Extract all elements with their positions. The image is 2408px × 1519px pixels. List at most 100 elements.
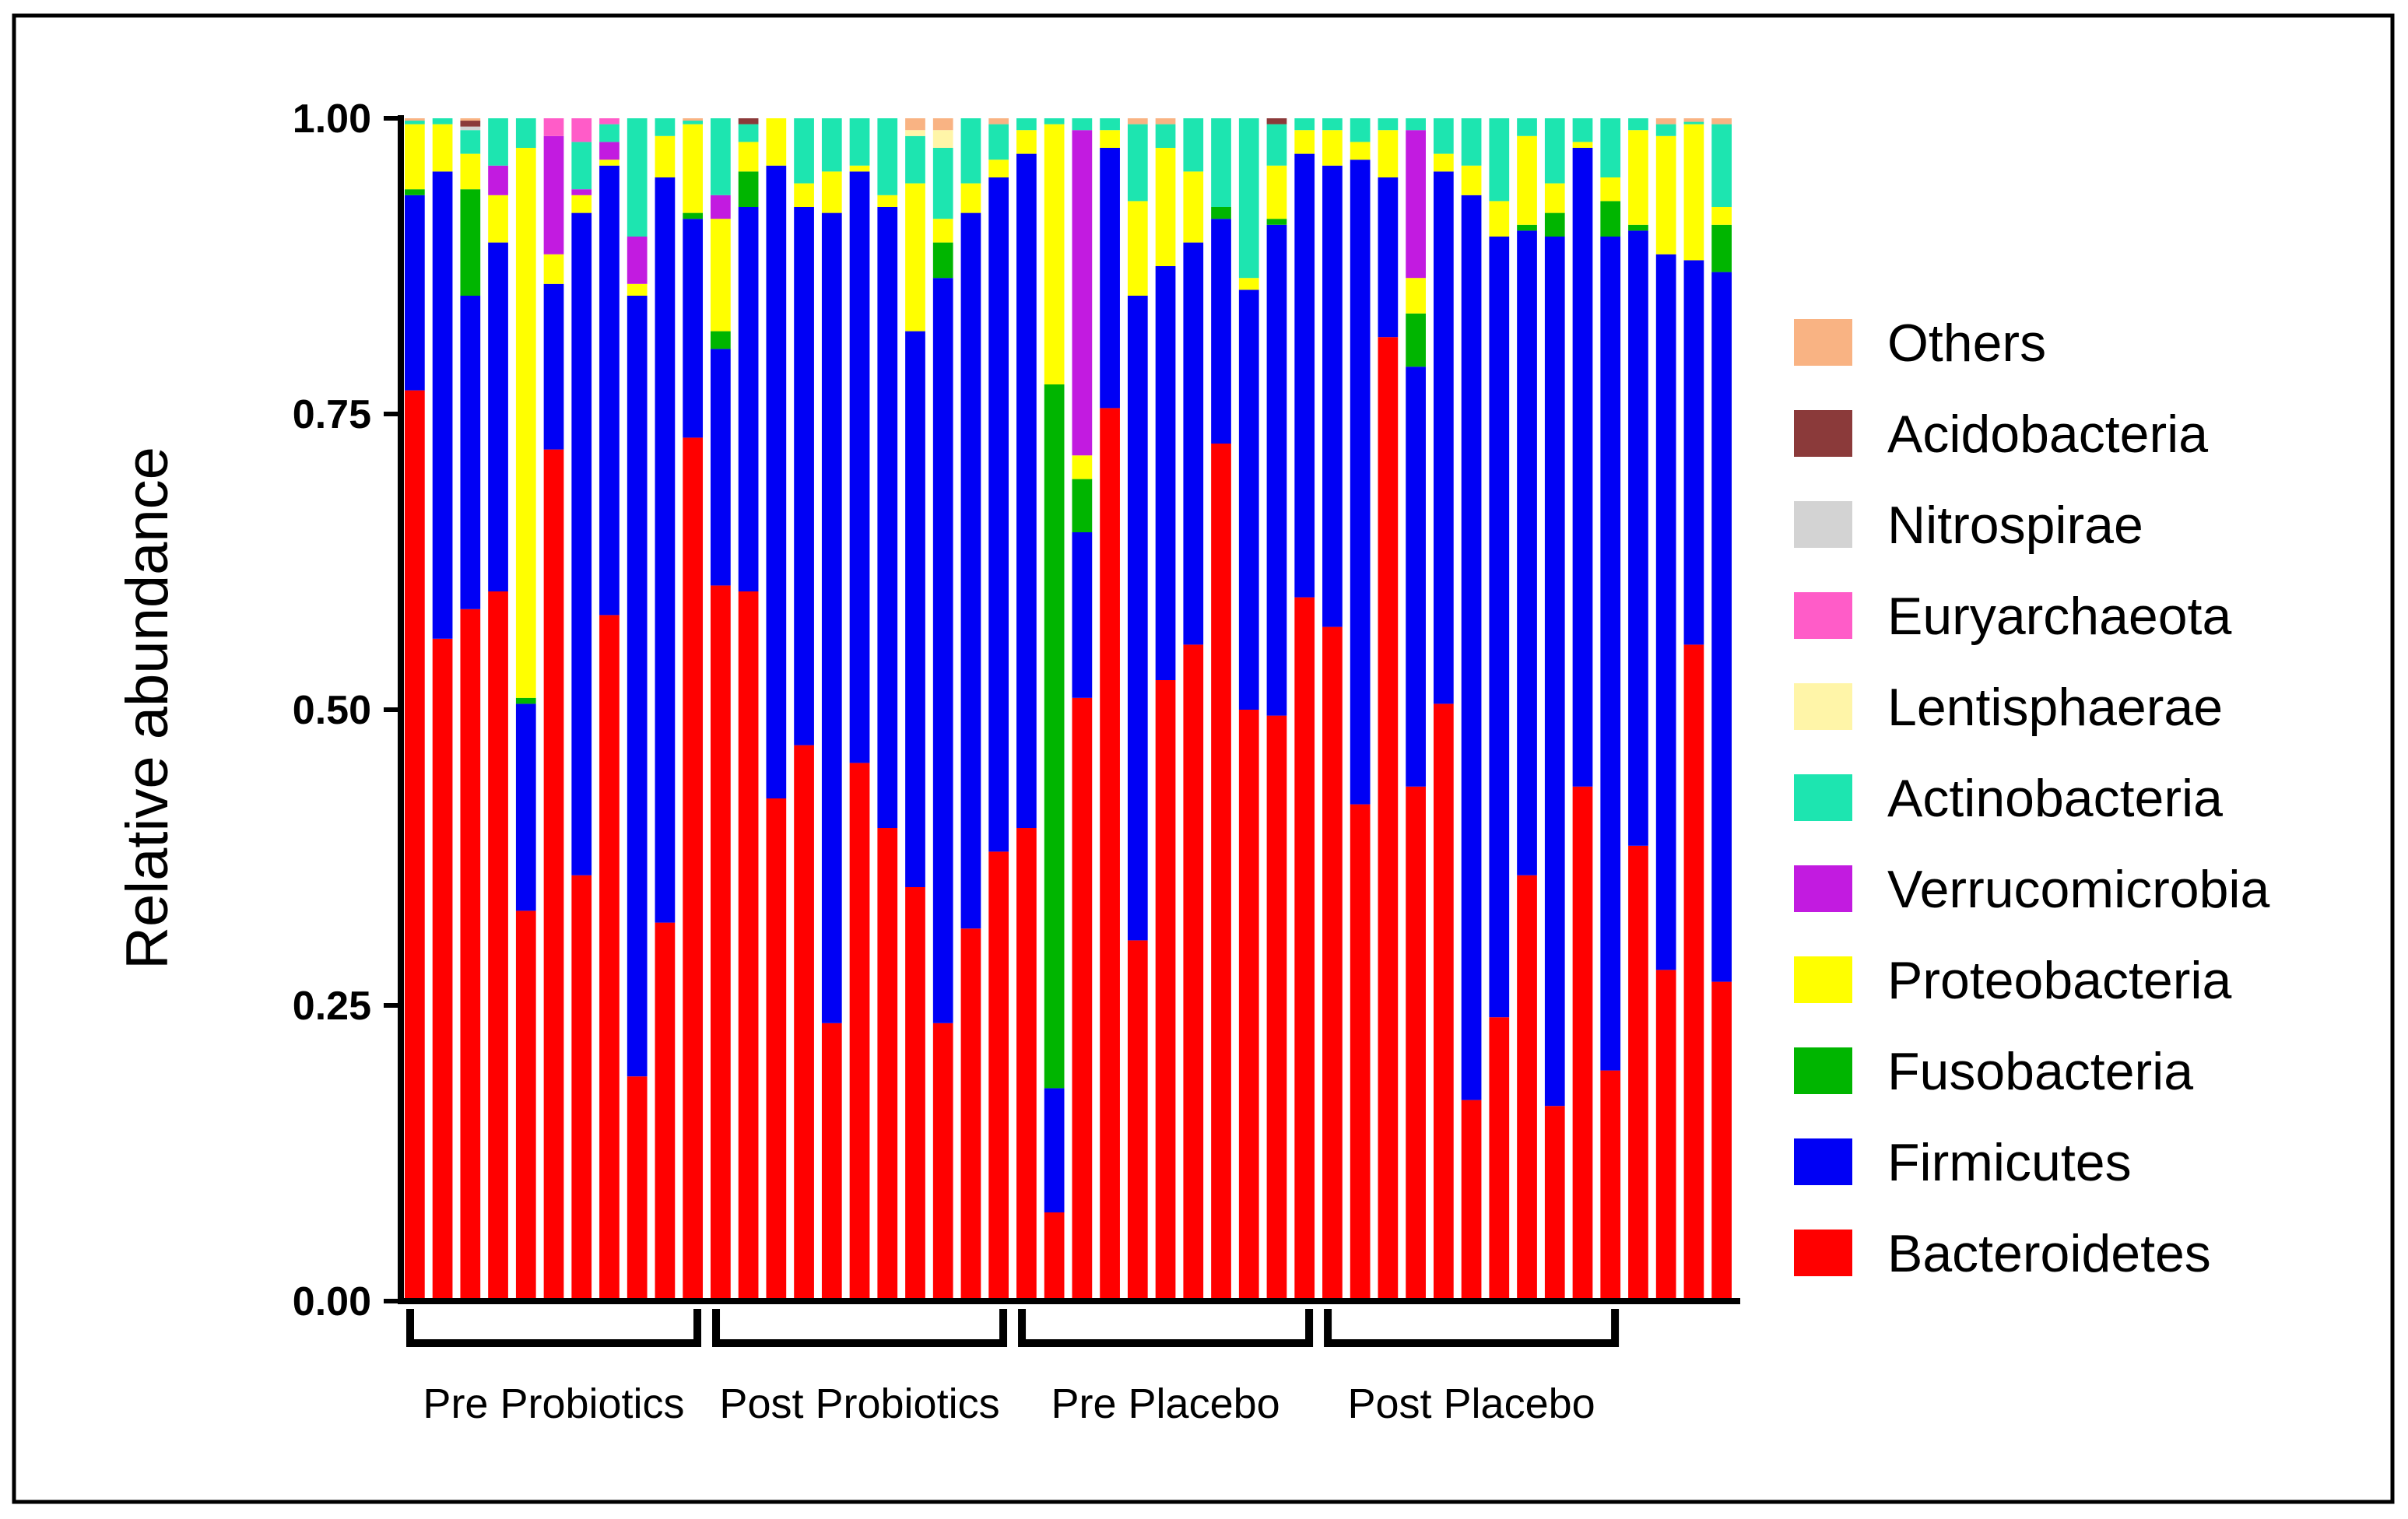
bar-segment-fusobacteria-sample-42 — [1544, 212, 1565, 237]
bar-segment-firmicutes-sample-32 — [1266, 224, 1287, 716]
bar-segment-proteobacteria-sample-33 — [1294, 130, 1315, 154]
bar-segment-actinobacteria-sample-2 — [432, 118, 453, 125]
bar-segment-bacteroidetes-sample-31 — [1238, 710, 1259, 1301]
bar-segment-actinobacteria-sample-4 — [488, 118, 508, 166]
bar-segment-proteobacteria-sample-38 — [1433, 153, 1454, 172]
bar-segment-firmicutes-sample-21 — [960, 212, 981, 929]
bar-segment-firmicutes-sample-9 — [627, 296, 648, 1077]
bar-segment-bacteroidetes-sample-19 — [905, 887, 925, 1301]
bar-segment-actinobacteria-sample-31 — [1238, 118, 1259, 279]
bar-segment-proteobacteria-sample-21 — [960, 183, 981, 213]
bar-segment-firmicutes-sample-4 — [488, 242, 508, 591]
group-bracket-2 — [712, 1309, 1008, 1347]
figure-frame — [12, 13, 2395, 1504]
bar-segment-actinobacteria-sample-36 — [1378, 118, 1399, 131]
bar-segment-firmicutes-sample-37 — [1406, 367, 1426, 787]
bar-segment-proteobacteria-sample-10 — [655, 135, 676, 177]
bar-segment-proteobacteria-sample-3 — [460, 153, 481, 190]
bar-segment-firmicutes-sample-8 — [599, 165, 620, 616]
bar-segment-firmicutes-sample-12 — [711, 349, 731, 586]
bar-segment-proteobacteria-sample-43 — [1572, 142, 1593, 148]
bar-segment-proteobacteria-sample-47 — [1683, 124, 1704, 261]
bar-segment-others-sample-48 — [1711, 118, 1732, 125]
bar-segment-firmicutes-sample-31 — [1238, 289, 1259, 710]
axes-layer: 0.00 0.25 0.50 0.75 1.00 — [293, 96, 1740, 1324]
bar-segment-actinobacteria-sample-45 — [1628, 118, 1648, 131]
bar-segment-proteobacteria-sample-37 — [1406, 278, 1426, 314]
bar-segment-firmicutes-sample-40 — [1489, 237, 1510, 1018]
bar-segment-bacteroidetes-sample-9 — [627, 1076, 648, 1301]
bar-segment-bacteroidetes-sample-28 — [1155, 680, 1176, 1301]
legend-label-lentisphaerae: Lentisphaerae — [1887, 678, 2223, 737]
bar-segment-proteobacteria-sample-27 — [1127, 201, 1148, 296]
bar-segment-lentisphaerae-sample-20 — [932, 130, 953, 148]
bar-segment-bacteroidetes-sample-8 — [599, 615, 620, 1301]
bar-segment-bacteroidetes-sample-13 — [738, 591, 759, 1301]
bar-segment-bacteroidetes-sample-46 — [1655, 970, 1676, 1301]
legend-label-proteobacteria: Proteobacteria — [1887, 951, 2231, 1010]
bar-segment-verrucomicrobia-sample-4 — [488, 165, 508, 195]
bar-segment-bacteroidetes-sample-23 — [1016, 828, 1037, 1301]
legend-swatch-nitrospirae — [1794, 501, 1852, 548]
bar-segment-proteobacteria-sample-40 — [1489, 201, 1510, 237]
bar-segment-verrucomicrobia-sample-25 — [1072, 130, 1093, 456]
bar-segment-actinobacteria-sample-17 — [849, 118, 870, 166]
bar-segment-bacteroidetes-sample-38 — [1433, 703, 1454, 1301]
bar-segment-firmicutes-sample-19 — [905, 331, 925, 888]
bar-segment-firmicutes-sample-7 — [571, 212, 592, 875]
bar-segment-firmicutes-sample-20 — [932, 278, 953, 1023]
bar-segment-others-sample-1 — [405, 118, 425, 121]
bar-segment-firmicutes-sample-39 — [1461, 195, 1482, 1100]
bar-segment-proteobacteria-sample-16 — [821, 171, 842, 213]
bar-segment-bacteroidetes-sample-22 — [988, 851, 1009, 1301]
legend-swatch-verrucomicrobia — [1794, 865, 1852, 912]
legend-label-verrucomicrobia: Verrucomicrobia — [1887, 860, 2269, 919]
bar-segment-others-sample-20 — [932, 118, 953, 131]
bar-segment-bacteroidetes-sample-32 — [1266, 715, 1287, 1301]
bar-segment-firmicutes-sample-29 — [1183, 242, 1204, 645]
bar-segment-firmicutes-sample-14 — [766, 165, 787, 799]
bar-segment-actinobacteria-sample-10 — [655, 118, 676, 136]
bar-segment-proteobacteria-sample-31 — [1238, 278, 1259, 290]
legend-swatch-lentisphaerae — [1794, 683, 1852, 730]
bar-segment-proteobacteria-sample-39 — [1461, 165, 1482, 195]
y-tick-label-0.50: 0.50 — [293, 688, 371, 733]
bar-segment-actinobacteria-sample-15 — [794, 118, 814, 184]
bar-segment-proteobacteria-sample-28 — [1155, 148, 1176, 266]
bar-segment-bacteroidetes-sample-33 — [1294, 597, 1315, 1301]
bar-segment-proteobacteria-sample-14 — [766, 118, 787, 166]
bar-segment-bacteroidetes-sample-29 — [1183, 644, 1204, 1301]
legend-label-fusobacteria: Fusobacteria — [1887, 1042, 2193, 1101]
bar-segment-actinobacteria-sample-42 — [1544, 118, 1565, 184]
bar-segment-actinobacteria-sample-24 — [1044, 118, 1065, 125]
bar-segment-actinobacteria-sample-40 — [1489, 118, 1510, 202]
legend-label-firmicutes: Firmicutes — [1887, 1133, 2132, 1192]
bar-segment-actinobacteria-sample-44 — [1600, 118, 1621, 177]
bar-segment-firmicutes-sample-44 — [1600, 237, 1621, 1071]
bar-segment-bacteroidetes-sample-11 — [683, 437, 704, 1301]
legend-label-acidobacteria: Acidobacteria — [1887, 405, 2208, 464]
bar-segment-fusobacteria-sample-48 — [1711, 224, 1732, 272]
bar-segment-actinobacteria-sample-22 — [988, 124, 1009, 160]
bar-segment-actinobacteria-sample-48 — [1711, 124, 1732, 207]
legend-label-bacteroidetes: Bacteroidetes — [1887, 1224, 2211, 1283]
bar-segment-actinobacteria-sample-39 — [1461, 118, 1482, 166]
bar-segment-bacteroidetes-sample-30 — [1211, 444, 1231, 1301]
bar-segment-actinobacteria-sample-30 — [1211, 118, 1231, 207]
bar-segment-firmicutes-sample-15 — [794, 207, 814, 745]
bar-segment-bacteroidetes-sample-45 — [1628, 845, 1648, 1301]
legend-label-others: Others — [1887, 314, 2046, 373]
bar-segment-verrucomicrobia-sample-6 — [543, 135, 564, 254]
bar-segment-fusobacteria-sample-13 — [738, 171, 759, 207]
y-axis-label: Relative abundance — [114, 447, 181, 970]
bar-segment-actinobacteria-sample-27 — [1127, 124, 1148, 202]
bar-segment-bacteroidetes-sample-25 — [1072, 697, 1093, 1301]
bar-segment-fusobacteria-sample-25 — [1072, 479, 1093, 532]
y-tick-label-0.00: 0.00 — [293, 1279, 371, 1324]
bar-segment-verrucomicrobia-sample-37 — [1406, 130, 1426, 279]
bar-segment-fusobacteria-sample-12 — [711, 331, 731, 349]
bar-segment-actinobacteria-sample-29 — [1183, 118, 1204, 172]
bar-segment-bacteroidetes-sample-14 — [766, 798, 787, 1301]
bar-segment-actinobacteria-sample-9 — [627, 118, 648, 237]
